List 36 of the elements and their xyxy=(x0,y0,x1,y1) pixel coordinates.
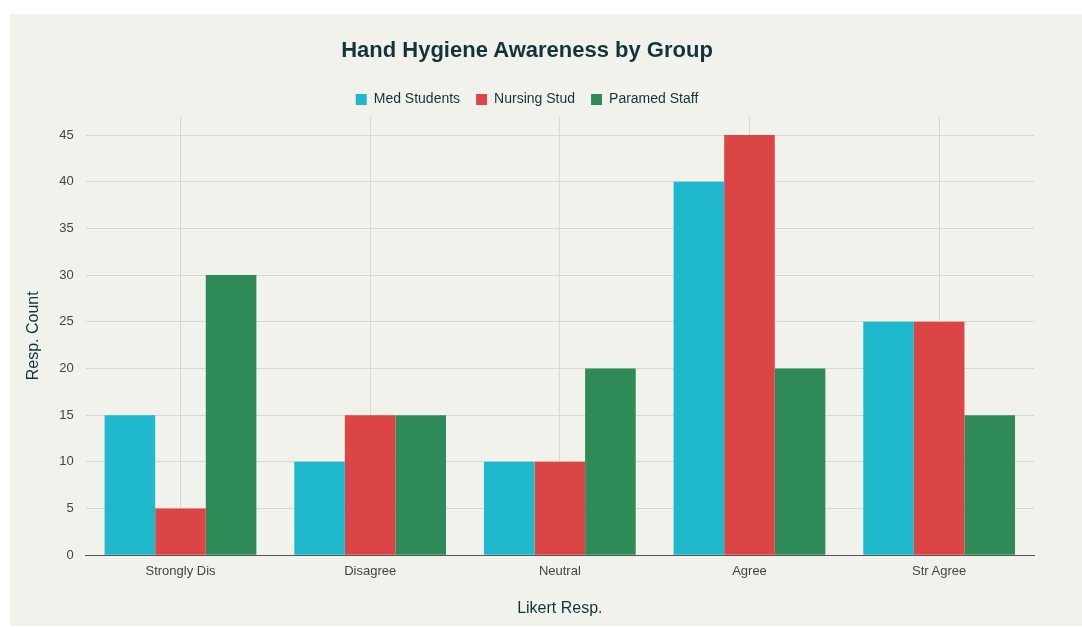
bar xyxy=(724,135,775,555)
y-tick-label: 20 xyxy=(59,360,74,376)
y-tick-label: 25 xyxy=(59,313,74,329)
bar xyxy=(155,508,206,555)
bar xyxy=(483,461,535,555)
y-tick-label: 30 xyxy=(59,266,74,282)
y-axis-title: Resp. Count xyxy=(24,290,42,381)
bar xyxy=(863,321,914,555)
y-tick-label: 15 xyxy=(59,406,74,422)
bar xyxy=(534,461,586,555)
x-tick-label: Disagree xyxy=(344,562,397,578)
bar xyxy=(585,368,636,555)
chart-title: Hand Hygiene Awareness by Group xyxy=(341,37,713,63)
legend-label: Med Students xyxy=(373,90,461,107)
y-tick-label: 0 xyxy=(66,546,74,562)
bar xyxy=(673,181,725,555)
x-tick-label: Str Agree xyxy=(912,562,967,578)
y-tick-label: 5 xyxy=(66,500,74,516)
legend-label: Paramed Staff xyxy=(609,90,699,107)
x-tick-label: Neutral xyxy=(538,562,581,578)
y-tick-label: 10 xyxy=(59,453,74,469)
bar xyxy=(964,415,1016,555)
bar xyxy=(395,415,447,555)
bar xyxy=(913,321,965,555)
y-tick-label: 40 xyxy=(59,173,74,189)
y-tick-label: 45 xyxy=(59,126,74,142)
bar xyxy=(205,275,257,555)
x-axis-title: Likert Resp. xyxy=(517,598,603,616)
y-tick-label: 35 xyxy=(59,220,74,236)
bar xyxy=(104,415,156,555)
x-tick-label: Agree xyxy=(732,562,767,578)
bar xyxy=(774,368,826,555)
legend-label: Nursing Stud xyxy=(494,90,576,107)
bar xyxy=(344,415,396,555)
x-tick-label: Strongly Dis xyxy=(145,562,217,578)
bar xyxy=(294,461,345,555)
